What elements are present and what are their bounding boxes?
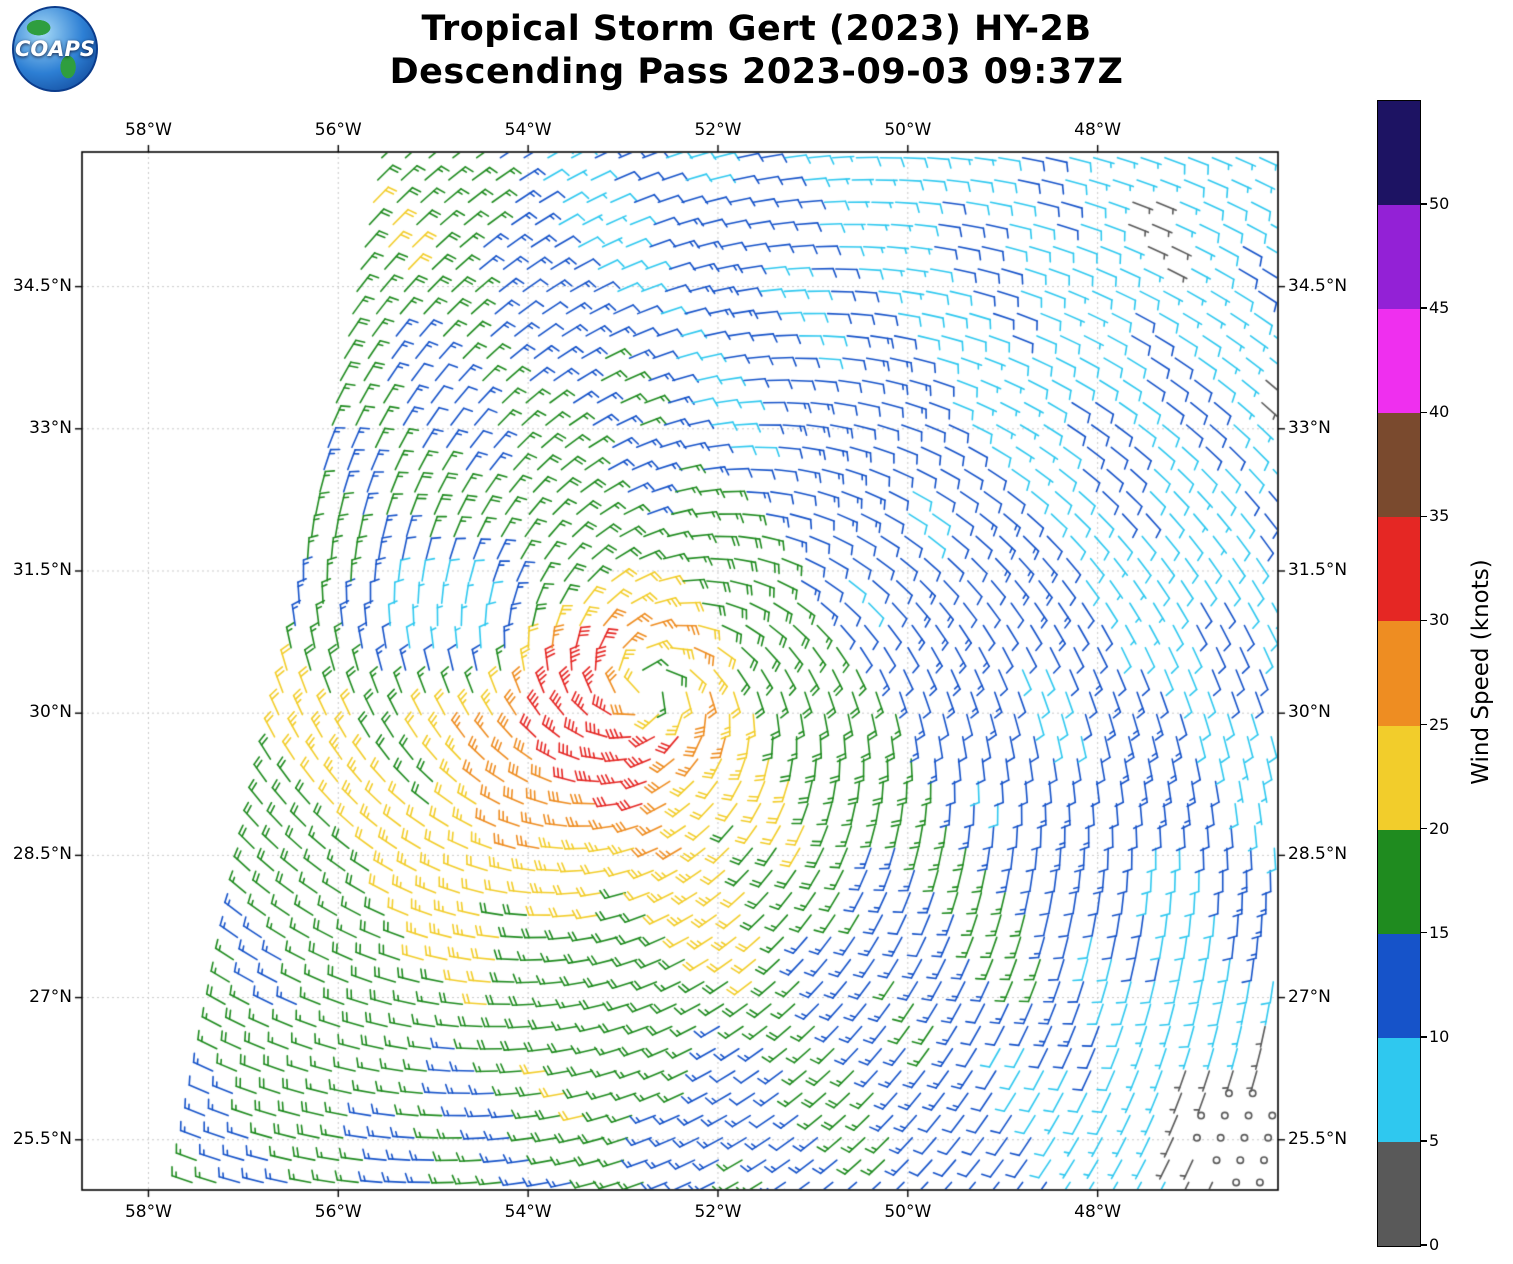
y-tick-label-right: 27°N [1288,986,1331,1007]
x-tick-label-bottom: 54°W [504,1202,552,1222]
colorbar-segment [1378,1037,1420,1142]
colorbar-tick-mark [1421,723,1427,726]
y-tick-label-right: 34.5°N [1288,275,1348,296]
x-tick-label-bottom: 52°W [694,1202,742,1222]
colorbar-tick-mark [1421,932,1427,934]
colorbar-tick-label: 45 [1429,298,1450,318]
colorbar-tick-label: 30 [1429,610,1450,630]
colorbar-tick-mark [1421,307,1427,309]
colorbar-tick-mark [1421,515,1427,518]
y-tick-label-left: 28.5°N [12,844,72,865]
colorbar-tick-mark [1421,1140,1427,1142]
x-tick-label-top: 56°W [314,120,362,140]
x-tick-label-top: 48°W [1074,120,1122,140]
y-tick-label-right: 33°N [1288,417,1331,438]
y-tick-label-right: 25.5°N [1288,1128,1348,1149]
colorbar-segment [1378,517,1420,622]
y-tick-label-right: 31.5°N [1288,559,1348,580]
colorbar-tick-label: 0 [1429,1235,1440,1254]
colorbar-tick-mark [1421,1244,1427,1246]
colorbar-tick-label: 40 [1429,402,1450,422]
x-tick-label-bottom: 56°W [314,1202,362,1222]
colorbar-tick-label: 5 [1429,1130,1440,1150]
y-tick-label-left: 34.5°N [12,275,72,296]
x-tick-label-top: 52°W [694,120,742,140]
colorbar-segment [1378,829,1420,934]
colorbar-segment [1378,1141,1420,1246]
y-tick-label-left: 31.5°N [12,559,72,580]
colorbar-tick-mark [1421,203,1427,205]
colorbar-segment [1378,725,1420,830]
colorbar-tick-label: 35 [1429,506,1450,526]
colorbar-tick-label: 10 [1429,1026,1450,1046]
colorbar-tick-mark [1421,411,1427,413]
y-tick-label-right: 28.5°N [1288,844,1348,865]
colorbar-tick-label: 25 [1429,714,1450,734]
colorbar [1377,100,1421,1247]
colorbar-segment [1378,309,1420,414]
x-tick-label-bottom: 50°W [884,1202,932,1222]
y-tick-label-right: 30°N [1288,702,1331,723]
colorbar-segment [1378,101,1420,206]
colorbar-tick-label: 50 [1429,194,1450,214]
y-tick-label-left: 33°N [29,417,72,438]
colorbar-tick-label: 20 [1429,818,1450,838]
colorbar-segment [1378,933,1420,1038]
colorbar-tick-mark [1421,827,1427,830]
y-tick-label-left: 25.5°N [12,1128,72,1149]
y-tick-label-left: 30°N [29,702,72,723]
x-tick-label-bottom: 48°W [1074,1202,1122,1222]
y-tick-label-left: 27°N [29,986,72,1007]
colorbar-segment [1378,413,1420,518]
x-tick-label-top: 58°W [124,120,172,140]
colorbar-segment [1378,205,1420,310]
x-tick-label-bottom: 58°W [124,1202,172,1222]
colorbar-tick-mark [1421,1036,1427,1038]
colorbar-tick-label: 15 [1429,922,1450,942]
colorbar-tick-mark [1421,619,1427,622]
x-tick-label-top: 50°W [884,120,932,140]
x-tick-label-top: 54°W [504,120,552,140]
colorbar-segment [1378,621,1420,726]
